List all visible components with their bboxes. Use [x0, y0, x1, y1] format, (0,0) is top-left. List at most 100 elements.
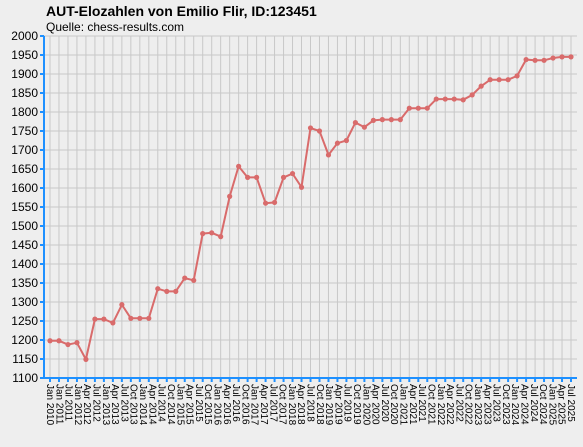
x-tick-label: Jan 2016 [211, 384, 222, 426]
elo-data-point [128, 315, 134, 321]
y-tick-label: 1800 [11, 105, 38, 119]
chart-title: AUT-Elozahlen von Emilio Flir, ID:123451 [46, 3, 317, 19]
x-tick-label: Jan 2015 [174, 384, 185, 426]
elo-data-point [505, 77, 511, 83]
elo-data-point [442, 96, 448, 102]
y-tick-label: 1450 [11, 238, 38, 252]
x-tick-label: Jul 2015 [193, 384, 204, 422]
elo-data-point [110, 320, 116, 326]
elo-data-point [47, 338, 53, 344]
x-tick-label: Apr 2024 [518, 384, 529, 425]
elo-data-point [200, 231, 206, 237]
elo-data-point [541, 57, 547, 63]
elo-data-point [119, 302, 125, 308]
elo-data-point [83, 356, 89, 362]
x-tick-label: Jan 2011 [53, 384, 64, 425]
elo-data-point [478, 83, 484, 89]
elo-data-point [191, 277, 197, 283]
x-tick-label: Jan 2023 [472, 384, 483, 426]
elo-data-point [262, 200, 269, 206]
elo-data-point [568, 54, 574, 60]
y-tick-label: 2000 [11, 29, 38, 43]
elo-data-point [146, 315, 152, 321]
x-tick-label: Jul 2019 [342, 384, 353, 422]
y-tick-label: 1150 [12, 352, 38, 366]
x-tick-label: Jul 2025 [565, 384, 576, 422]
y-tick-label: 1700 [11, 143, 38, 157]
x-tick-label: Jul 2024 [528, 384, 539, 422]
elo-data-point [496, 77, 502, 83]
x-tick-label: Oct 2013 [128, 384, 139, 425]
elo-data-point [424, 105, 430, 111]
x-tick-label: Jul 2021 [416, 384, 427, 422]
x-tick-label: Apr 2022 [444, 384, 455, 425]
x-tick-label: Apr 2025 [556, 384, 567, 425]
x-tick-label: Jan 2019 [323, 384, 334, 426]
chart-subtitle: Quelle: chess-results.com [46, 20, 185, 34]
elo-data-point [406, 105, 412, 111]
elo-data-point [298, 184, 305, 190]
elo-data-point [182, 275, 188, 281]
x-tick-label: Oct 2018 [314, 384, 325, 425]
x-tick-label: Oct 2022 [463, 384, 474, 425]
elo-data-point [325, 152, 332, 158]
elo-data-point [164, 288, 170, 294]
elo-data-point [487, 77, 493, 83]
elo-data-point [523, 56, 529, 63]
elo-data-point [415, 105, 421, 111]
y-tick-label: 1300 [11, 295, 38, 309]
x-tick-label: Oct 2021 [425, 384, 436, 425]
elo-data-point [227, 193, 233, 199]
x-tick-label: Oct 2024 [537, 384, 548, 425]
elo-data-point [388, 117, 394, 123]
x-tick-label: Apr 2023 [481, 384, 492, 425]
x-tick-label: Apr 2017 [258, 384, 269, 425]
y-tick-label: 1200 [11, 333, 38, 347]
elo-data-point [271, 199, 278, 206]
x-tick-label: Apr 2021 [407, 384, 418, 425]
x-tick-label: Jan 2024 [509, 384, 520, 426]
elo-data-point [92, 316, 98, 322]
x-tick-label: Jul 2013 [118, 384, 129, 422]
elo-data-point [56, 338, 62, 344]
elo-data-point [397, 117, 403, 123]
elo-data-point [469, 92, 475, 98]
y-tick-label: 1100 [12, 371, 38, 385]
x-tick-label: Jan 2014 [137, 384, 148, 426]
elo-data-point [101, 316, 107, 322]
x-tick-label: Apr 2016 [221, 384, 232, 425]
x-tick-label: Oct 2015 [202, 384, 213, 425]
x-tick-label: Jan 2017 [249, 384, 260, 426]
y-tick-label: 1350 [11, 276, 38, 290]
y-tick-label: 1650 [11, 162, 38, 176]
x-tick-label: Jul 2022 [453, 384, 464, 422]
x-tick-label: Apr 2015 [184, 384, 195, 425]
y-tick-label: 1400 [11, 257, 38, 271]
y-tick-label: 1550 [11, 200, 38, 214]
elo-data-point [361, 124, 367, 130]
x-tick-label: Oct 2017 [277, 384, 288, 425]
elo-data-point [137, 315, 143, 321]
elo-data-point [334, 140, 341, 146]
elo-data-point [559, 54, 565, 60]
x-tick-label: Apr 2018 [295, 384, 306, 425]
y-tick-label: 1500 [11, 219, 38, 233]
elo-data-point [352, 120, 359, 126]
x-tick-label: Apr 2019 [332, 384, 343, 425]
x-tick-label: Oct 2023 [500, 384, 511, 425]
x-tick-label: Jan 2021 [398, 384, 409, 426]
elo-data-point [343, 137, 350, 144]
x-tick-label: Jul 2018 [305, 384, 316, 422]
y-tick-label: 1900 [11, 67, 38, 81]
elo-data-point [532, 57, 538, 63]
elo-data-point [379, 117, 385, 123]
elo-data-point [209, 230, 215, 236]
elo-data-point [173, 288, 179, 294]
x-tick-label: Jul 2017 [267, 384, 278, 422]
elo-data-point [280, 174, 287, 180]
y-tick-label: 1950 [11, 48, 38, 62]
x-tick-label: Jul 2011 [63, 384, 74, 422]
elo-data-point [514, 73, 520, 79]
